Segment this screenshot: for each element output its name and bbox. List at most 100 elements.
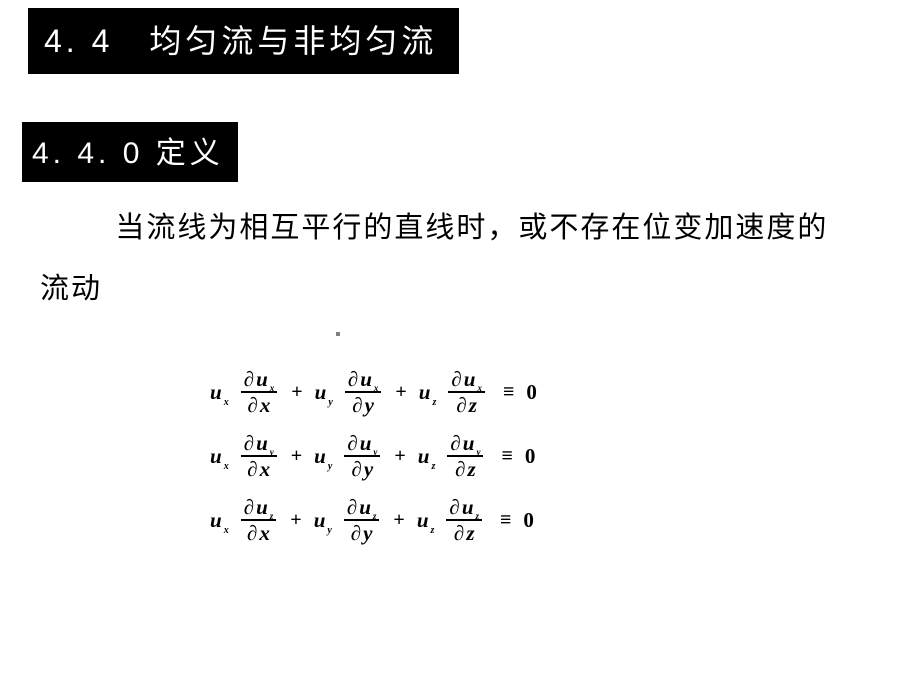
partial-symbol: ∂ xyxy=(248,394,258,416)
partial-symbol: ∂ xyxy=(244,432,254,454)
zero: 0 xyxy=(526,380,537,405)
plus-operator: + xyxy=(393,509,404,532)
num-subscript: y xyxy=(476,448,480,457)
denominator: ∂z xyxy=(453,393,480,416)
num-var: u xyxy=(256,496,268,518)
denominator: ∂x xyxy=(245,393,274,416)
coef-var: u xyxy=(314,444,326,469)
coef-subscript: z xyxy=(432,397,436,408)
definition-text: 当流线为相互平行的直线时，或不存在位变加速度的流动 xyxy=(40,212,828,305)
den-var: x xyxy=(260,458,271,480)
partial-symbol: ∂ xyxy=(247,522,257,544)
convective-term: uy∂ux∂y xyxy=(315,368,384,416)
coef-subscript: z xyxy=(431,461,435,472)
denominator: ∂z xyxy=(452,457,479,480)
numerator: ∂ux xyxy=(345,368,382,393)
zero: 0 xyxy=(525,444,536,469)
section-title-text: 4. 4 均匀流与非均匀流 xyxy=(44,23,437,59)
partial-symbol: ∂ xyxy=(244,368,254,390)
subsection-title-text: 4. 4. 0 定义 xyxy=(32,137,224,170)
num-var: u xyxy=(463,432,475,454)
partial-symbol: ∂ xyxy=(348,368,358,390)
den-var: z xyxy=(468,458,476,480)
partial-symbol: ∂ xyxy=(455,458,465,480)
equation-row-y: ux∂uy∂x+uy∂uy∂y+uz∂uy∂z≡0 xyxy=(210,424,537,488)
coef-var: u xyxy=(210,380,222,405)
partial-symbol: ∂ xyxy=(449,496,459,518)
coefficient: uy xyxy=(314,444,336,469)
num-var: u xyxy=(360,432,372,454)
num-var: u xyxy=(256,368,268,390)
coefficient: ux xyxy=(210,380,233,405)
partial-symbol: ∂ xyxy=(454,522,464,544)
partial-symbol: ∂ xyxy=(247,458,257,480)
plus-operator: + xyxy=(291,445,302,468)
num-subscript: y xyxy=(270,448,274,457)
partial-symbol: ∂ xyxy=(351,522,361,544)
coef-var: u xyxy=(419,380,431,405)
coef-subscript: y xyxy=(328,461,332,472)
numerator: ∂uz xyxy=(241,496,277,521)
convective-term: ux∂uy∂x xyxy=(210,432,279,480)
denominator: ∂x xyxy=(244,457,273,480)
plus-operator: + xyxy=(291,381,302,404)
identity-symbol: ≡ xyxy=(500,509,511,532)
coefficient: ux xyxy=(210,444,233,469)
numerator: ∂uy xyxy=(344,432,380,457)
convective-term: uy∂uz∂y xyxy=(314,496,382,544)
partial-symbol: ∂ xyxy=(450,432,460,454)
den-var: x xyxy=(259,522,270,544)
identity-symbol: ≡ xyxy=(501,445,512,468)
zero: 0 xyxy=(523,508,534,533)
coef-var: u xyxy=(210,444,222,469)
partial-symbol: ∂ xyxy=(347,496,357,518)
coef-var: u xyxy=(210,508,222,533)
den-var: z xyxy=(466,522,474,544)
numerator: ∂uz xyxy=(344,496,380,521)
coef-subscript: x xyxy=(224,397,229,408)
numerator: ∂ux xyxy=(241,368,278,393)
coefficient: uy xyxy=(315,380,337,405)
num-var: u xyxy=(462,496,474,518)
convective-term: ux∂ux∂x xyxy=(210,368,279,416)
partial-symbol: ∂ xyxy=(456,394,466,416)
numerator: ∂uy xyxy=(447,432,483,457)
den-var: y xyxy=(365,394,374,416)
partial-fraction: ∂uy∂x xyxy=(241,432,277,480)
partial-fraction: ∂ux∂x xyxy=(241,368,278,416)
plus-operator: + xyxy=(395,381,406,404)
partial-symbol: ∂ xyxy=(451,368,461,390)
partial-fraction: ∂ux∂y xyxy=(345,368,382,416)
partial-symbol: ∂ xyxy=(351,458,361,480)
num-subscript: z xyxy=(476,512,480,521)
partial-symbol: ∂ xyxy=(244,496,254,518)
coef-var: u xyxy=(418,444,430,469)
definition-paragraph: 当流线为相互平行的直线时，或不存在位变加速度的流动 xyxy=(40,198,850,320)
coef-var: u xyxy=(314,508,326,533)
subsection-title-bar: 4. 4. 0 定义 xyxy=(22,122,238,182)
coef-subscript: y xyxy=(327,525,331,536)
convective-term: uz∂uy∂z xyxy=(418,432,486,480)
denominator: ∂z xyxy=(451,521,478,544)
num-subscript: x xyxy=(374,384,379,393)
equation-system: ux∂ux∂x+uy∂ux∂y+uz∂ux∂z≡0ux∂uy∂x+uy∂uy∂y… xyxy=(210,360,537,552)
partial-fraction: ∂uy∂z xyxy=(447,432,483,480)
coef-subscript: y xyxy=(328,397,332,408)
coef-var: u xyxy=(315,380,327,405)
partial-fraction: ∂uy∂y xyxy=(344,432,380,480)
coef-subscript: x xyxy=(224,461,229,472)
plus-operator: + xyxy=(290,509,301,532)
numerator: ∂uy xyxy=(241,432,277,457)
plus-operator: + xyxy=(394,445,405,468)
coef-subscript: x xyxy=(224,525,229,536)
num-subscript: x xyxy=(270,384,275,393)
numerator: ∂ux xyxy=(448,368,485,393)
num-var: u xyxy=(464,368,476,390)
coef-var: u xyxy=(417,508,429,533)
coef-subscript: z xyxy=(431,525,435,536)
partial-symbol: ∂ xyxy=(352,394,362,416)
denominator: ∂y xyxy=(349,393,377,416)
num-subscript: x xyxy=(477,384,482,393)
numerator: ∂uz xyxy=(446,496,482,521)
convective-term: uz∂ux∂z xyxy=(419,368,487,416)
